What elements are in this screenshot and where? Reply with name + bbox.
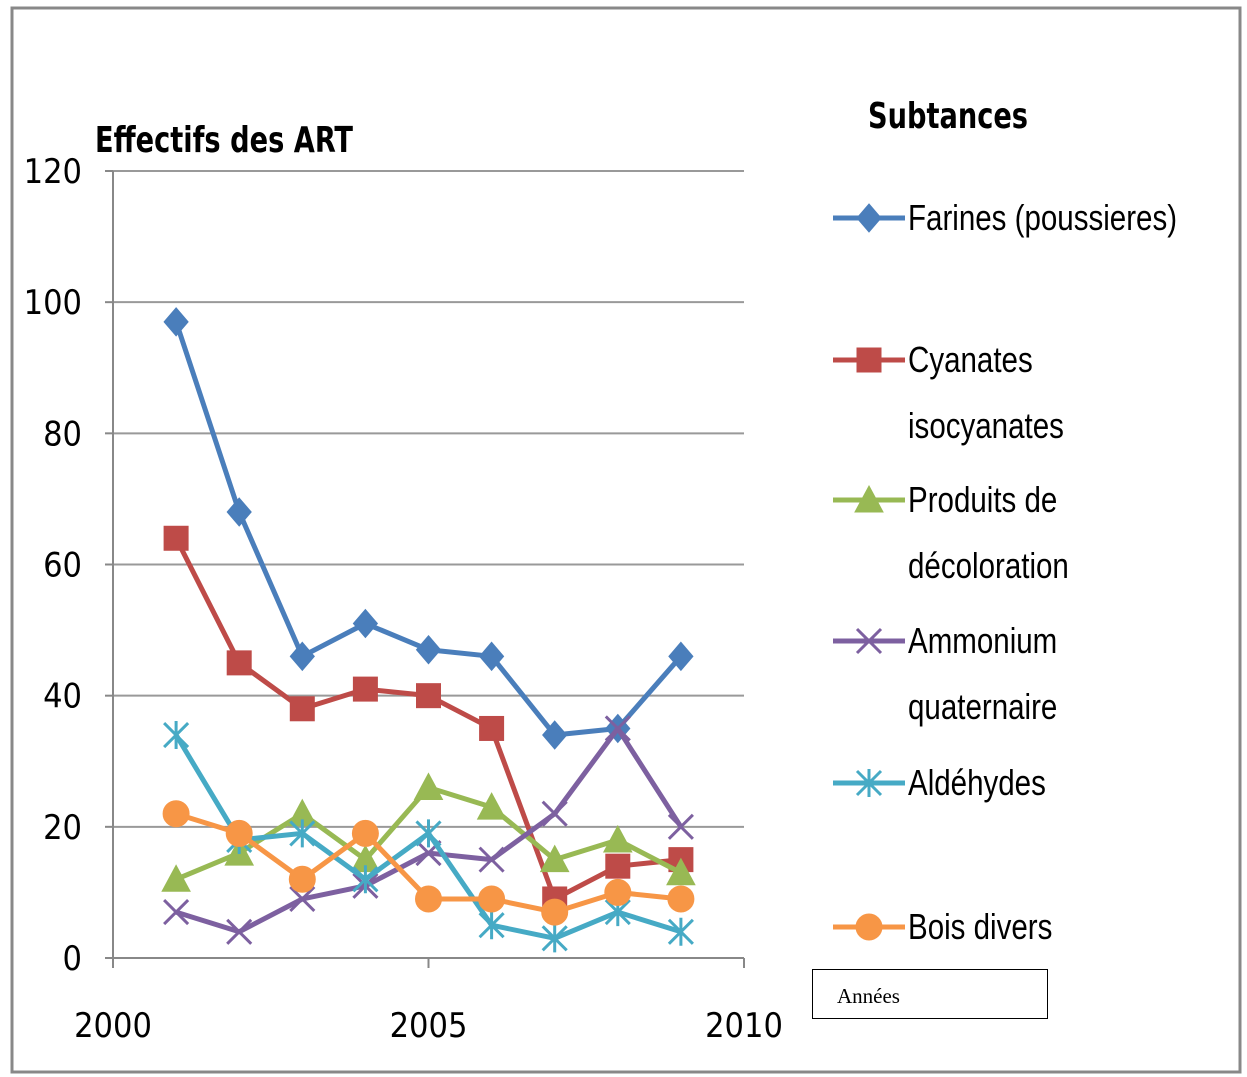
data-point [289,885,316,913]
x-tick-label: 2010 [705,1006,783,1046]
legend-label: Farines (poussieres) [908,197,1178,238]
data-point [163,525,189,551]
data-point [163,721,190,750]
data-point [478,885,506,913]
y-tick-label: 60 [43,546,82,586]
x-axis-label: Années [812,969,1048,1019]
data-point [289,819,316,848]
x-tick-label: 2005 [390,1006,468,1046]
data-point [163,899,190,926]
data-point [352,865,379,894]
data-point [604,878,632,906]
data-point [161,864,191,892]
legend-label: Ammonium quaternaire [908,620,1058,727]
data-point [476,792,507,820]
data-point [541,898,569,926]
legend-marker [855,627,883,655]
data-point [415,819,442,848]
data-point [667,885,695,913]
data-point [668,641,694,672]
data-point [226,650,252,676]
legend-label: Bois divers [908,906,1053,947]
data-point [289,641,315,672]
data-point [539,844,570,873]
data-point [163,307,189,337]
data-point [162,800,190,828]
data-point [225,819,253,847]
data-point [351,819,379,847]
data-point [479,715,505,741]
data-point [478,846,505,873]
data-point [478,641,505,672]
data-point [416,683,441,709]
data-point [666,857,696,886]
y-tick-label: 0 [63,939,82,979]
data-point [542,720,568,750]
legend-marker [856,203,882,233]
legend-title: Subtances [868,96,1028,137]
data-point [352,676,378,702]
data-point [541,924,568,953]
y-tick-label: 80 [43,414,82,454]
data-point [413,772,444,800]
x-tick-label: 2000 [74,1006,152,1046]
data-point [289,696,315,722]
data-point [415,634,442,665]
data-point [605,853,631,879]
data-point [541,800,568,827]
y-tick-label: 100 [24,283,82,323]
legend-marker [854,484,884,513]
data-point [667,813,694,840]
data-point [415,885,442,913]
legend-marker [856,347,882,373]
data-point [478,911,505,940]
legend-label: Aldéhydes [908,762,1046,803]
data-point [288,865,316,893]
data-point [604,715,631,742]
data-point [352,608,379,639]
y-title: Effectifs des ART [95,120,353,161]
y-tick-label: 120 [24,152,82,192]
y-tick-label: 40 [43,677,82,717]
legend-marker [855,913,883,941]
data-point [226,497,252,527]
data-point [602,824,633,853]
data-point [667,917,694,946]
legend-marker [855,769,883,797]
legend-label: Produits de décoloration [908,479,1069,586]
data-point [226,918,253,945]
legend-label: Cyanates isocyanates [908,339,1064,446]
y-tick-label: 20 [43,808,82,848]
frame [10,6,1242,1074]
